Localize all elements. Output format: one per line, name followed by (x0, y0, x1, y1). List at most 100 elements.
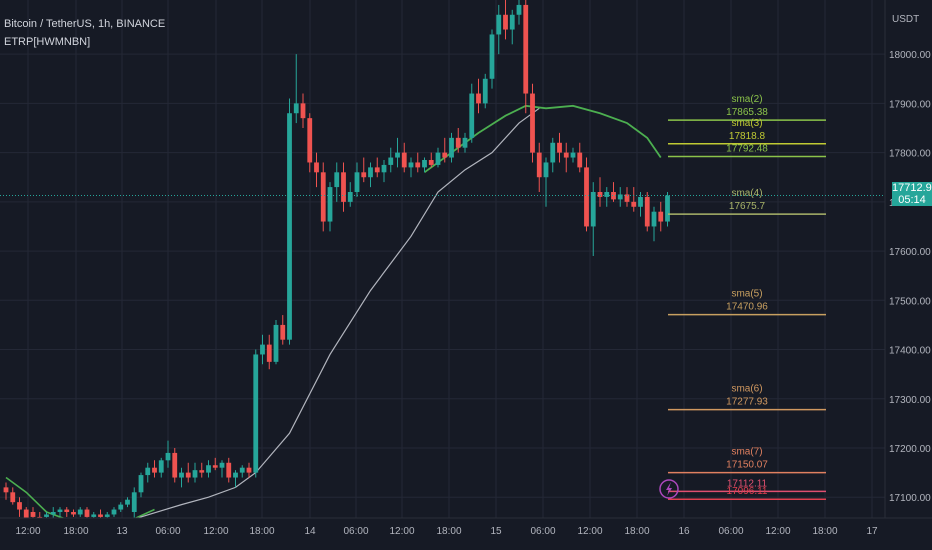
candle (320, 162, 326, 232)
candle (125, 497, 130, 508)
candle-body (314, 162, 319, 173)
candle-body (98, 514, 103, 517)
candle-body (651, 211, 657, 227)
candle-body (462, 137, 468, 148)
candle (476, 78, 481, 114)
candle (158, 457, 164, 478)
sma-level: sma(5) 17470.96 (668, 289, 826, 316)
candle (64, 507, 70, 517)
candle-body (300, 103, 306, 119)
time-axis[interactable]: 12:00 18:00 13 06:00 12:00 18:00 14 06:00 12:00 1… (0, 517, 932, 550)
candle-body (118, 504, 124, 510)
candle (165, 440, 171, 468)
price-axis[interactable]: USDT18000.0017900.0017800.0017700.001760… (884, 0, 932, 550)
candle-body (381, 164, 387, 173)
candle (77, 507, 83, 517)
candle-body (64, 509, 70, 512)
candle-body (84, 509, 90, 517)
candle-body (435, 152, 441, 165)
time-tick-label: 06:00 (343, 526, 368, 537)
sma-level-label: sma(5) (731, 289, 762, 300)
candle-body (611, 192, 616, 200)
candle-body (246, 467, 252, 473)
time-tick-label: 06:00 (718, 526, 743, 537)
sma-level-value: 17277.93 (726, 397, 768, 408)
candle (557, 132, 562, 163)
price-tick-label: 17900.00 (889, 99, 931, 110)
candle-body (449, 137, 454, 158)
candle-body (503, 14, 508, 30)
candle-body (165, 452, 171, 461)
candle (395, 137, 400, 168)
candle (435, 147, 441, 168)
candle (138, 472, 144, 498)
candle (287, 98, 292, 345)
alert-icon[interactable] (659, 479, 679, 499)
candle-body (354, 172, 360, 192)
green-ma-path (423, 104, 662, 174)
candle-body (604, 192, 610, 197)
time-tick-label: 15 (490, 526, 502, 537)
candle-body (408, 162, 414, 168)
candle-body (644, 196, 650, 227)
candle (462, 132, 468, 153)
candle (482, 73, 488, 109)
candle (590, 182, 596, 256)
candle (415, 152, 421, 173)
candle-body (185, 472, 191, 478)
indicator-title[interactable]: ETRP[HWMNBN] (4, 36, 91, 48)
candle (307, 113, 313, 173)
candle-body (206, 465, 211, 473)
candle (516, 0, 522, 25)
sma-level-value: 17096.11 (727, 486, 768, 497)
candle (246, 462, 252, 478)
candle-body (347, 192, 353, 202)
candle (300, 93, 306, 128)
candle-body (374, 167, 380, 173)
candle-body (428, 160, 434, 165)
candle (84, 507, 90, 520)
candle-body (327, 187, 333, 222)
candle-body (266, 344, 272, 362)
candle-body (23, 509, 29, 522)
chart-grid (0, 0, 885, 518)
candle (226, 457, 232, 483)
candle-body (320, 172, 326, 222)
candle-body (91, 514, 97, 517)
candle (172, 448, 178, 483)
candle-body (624, 194, 630, 202)
price-tick-label: 18000.00 (889, 50, 931, 61)
candle (428, 152, 434, 168)
alert-icon-bolt (666, 482, 672, 496)
candle-body (158, 460, 164, 473)
sma-level-value: 17865.38 (726, 107, 768, 118)
candle-body (111, 509, 117, 515)
candle-body (476, 93, 481, 104)
time-tick-label: 18:00 (812, 526, 837, 537)
candle (651, 206, 657, 242)
time-tick-label: 06:00 (155, 526, 180, 537)
candle-body (415, 162, 421, 168)
candle-body (516, 4, 522, 15)
candle (604, 187, 610, 207)
candle (388, 147, 394, 173)
candle (111, 507, 117, 517)
candle (449, 132, 454, 163)
gray-moving-average (32, 107, 540, 543)
candle-body (57, 509, 63, 512)
candle (253, 349, 259, 478)
candle (523, 0, 529, 114)
candle-body (172, 452, 178, 478)
candle-body (388, 157, 394, 165)
candle-body (77, 509, 83, 515)
candle (145, 462, 151, 483)
candle (624, 187, 630, 207)
price-tick-label: 17300.00 (889, 395, 931, 406)
sma-level: sma(7) 17150.07 (668, 447, 826, 474)
candle-body (570, 152, 576, 158)
candle (192, 462, 198, 483)
candle (489, 29, 495, 89)
candle (233, 470, 238, 488)
candle-body (631, 201, 637, 207)
